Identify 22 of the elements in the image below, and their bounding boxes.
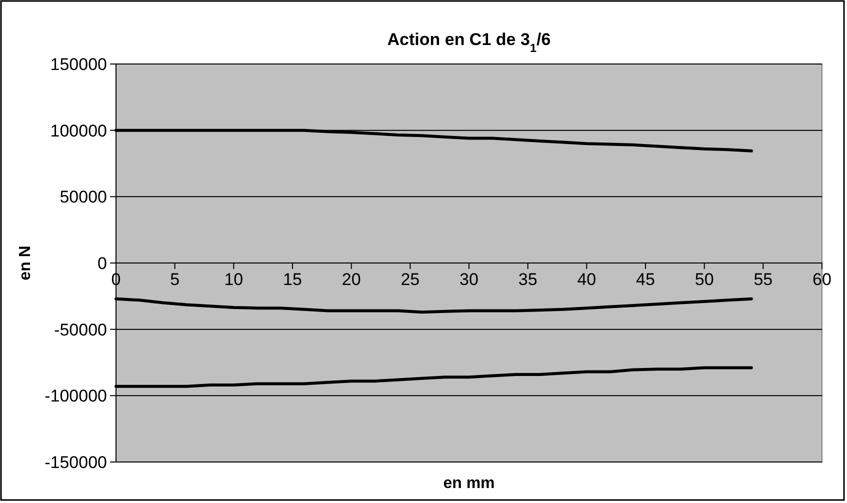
x-tick-label: 5	[170, 270, 180, 289]
y-tick-label: -100000	[44, 386, 107, 406]
y-tick-label: 100000	[50, 121, 107, 140]
x-tick-label: 20	[342, 270, 361, 289]
x-tick-label: 55	[754, 270, 773, 289]
x-tick-label: 25	[400, 270, 420, 289]
y-tick-label: 0	[98, 254, 107, 273]
x-axis-title: en mm	[443, 475, 495, 492]
y-tick-label: -150000	[44, 452, 107, 472]
x-tick-label: 60	[812, 270, 832, 289]
x-tick-label: 40	[577, 270, 596, 289]
x-tick-label: 30	[460, 270, 478, 289]
y-tick-label: 50000	[60, 188, 107, 207]
y-tick-label: -50000	[54, 320, 107, 340]
x-tick-label: 10	[224, 270, 244, 289]
chart-title: Action en C1 de 3$_{1}$/6	[387, 30, 551, 55]
x-tick-label: 45	[636, 270, 655, 289]
x-tick-label: 50	[694, 270, 714, 289]
y-axis-title: en N	[17, 246, 34, 280]
x-tick-label: 15	[283, 270, 302, 289]
x-tick-label: 35	[518, 270, 538, 289]
y-tick-label: 150000	[50, 54, 107, 74]
